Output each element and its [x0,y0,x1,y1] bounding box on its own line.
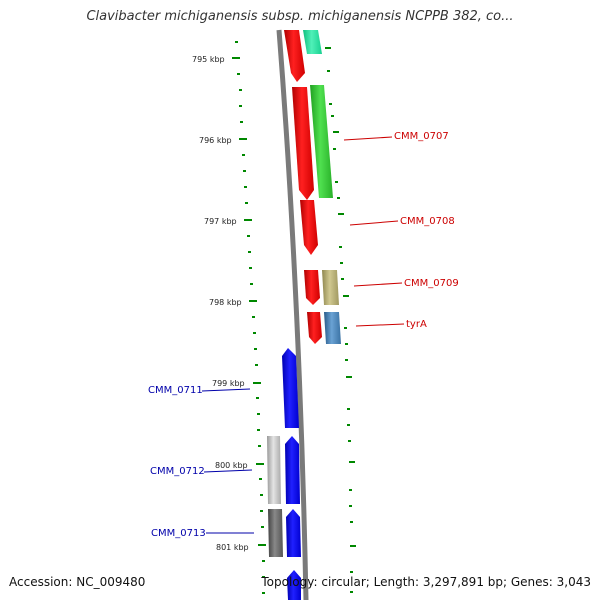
tick-label: 799 kbp [212,379,245,388]
accession-text: Accession: NC_009480 [9,575,146,589]
gene-feature[interactable] [268,509,283,557]
forward-strand-features [303,30,341,344]
map-title: Clavibacter michiganensis subsp. michiga… [86,9,514,24]
gene-feature[interactable] [286,509,301,557]
left-label-leaders [201,388,254,534]
tick-label: 797 kbp [204,217,237,226]
left-scale-dots [235,41,265,594]
right-label-leaders [343,136,405,327]
tick-label: 798 kbp [209,298,242,307]
gene-feature[interactable] [282,348,299,428]
gene-feature[interactable] [304,270,320,305]
gene-feature[interactable] [300,200,318,255]
gene-label[interactable]: CMM_0708 [400,216,455,227]
right-scale-dots [325,47,356,593]
gene-feature[interactable] [285,436,300,504]
gene-label[interactable]: CMM_0712 [150,466,205,477]
gene-feature[interactable] [303,30,322,54]
gene-label[interactable]: CMM_0711 [148,385,203,396]
gene-label[interactable]: CMM_0709 [404,278,459,289]
gene-feature[interactable] [292,87,314,200]
genome-summary-text: Topology: circular; Length: 3,297,891 bp… [261,575,591,589]
gene-feature[interactable] [310,85,333,198]
tick-label: 796 kbp [199,136,232,145]
gene-feature[interactable] [267,436,281,504]
gene-label[interactable]: CMM_0707 [394,131,449,142]
gene-feature[interactable] [307,312,322,344]
genome-backbone [276,29,309,600]
forward-strand-genes [284,30,322,344]
gene-label[interactable]: tyrA [406,319,427,330]
tick-label: 800 kbp [215,461,248,470]
gene-feature[interactable] [287,570,301,600]
gene-label[interactable]: CMM_0713 [151,528,206,539]
major-ticks [232,57,266,546]
gene-feature[interactable] [322,270,339,305]
gene-feature[interactable] [324,312,341,344]
gene-feature[interactable] [284,30,305,82]
tick-label: 801 kbp [216,543,249,552]
tick-label: 795 kbp [192,55,225,64]
reverse-strand-genes [267,348,301,600]
